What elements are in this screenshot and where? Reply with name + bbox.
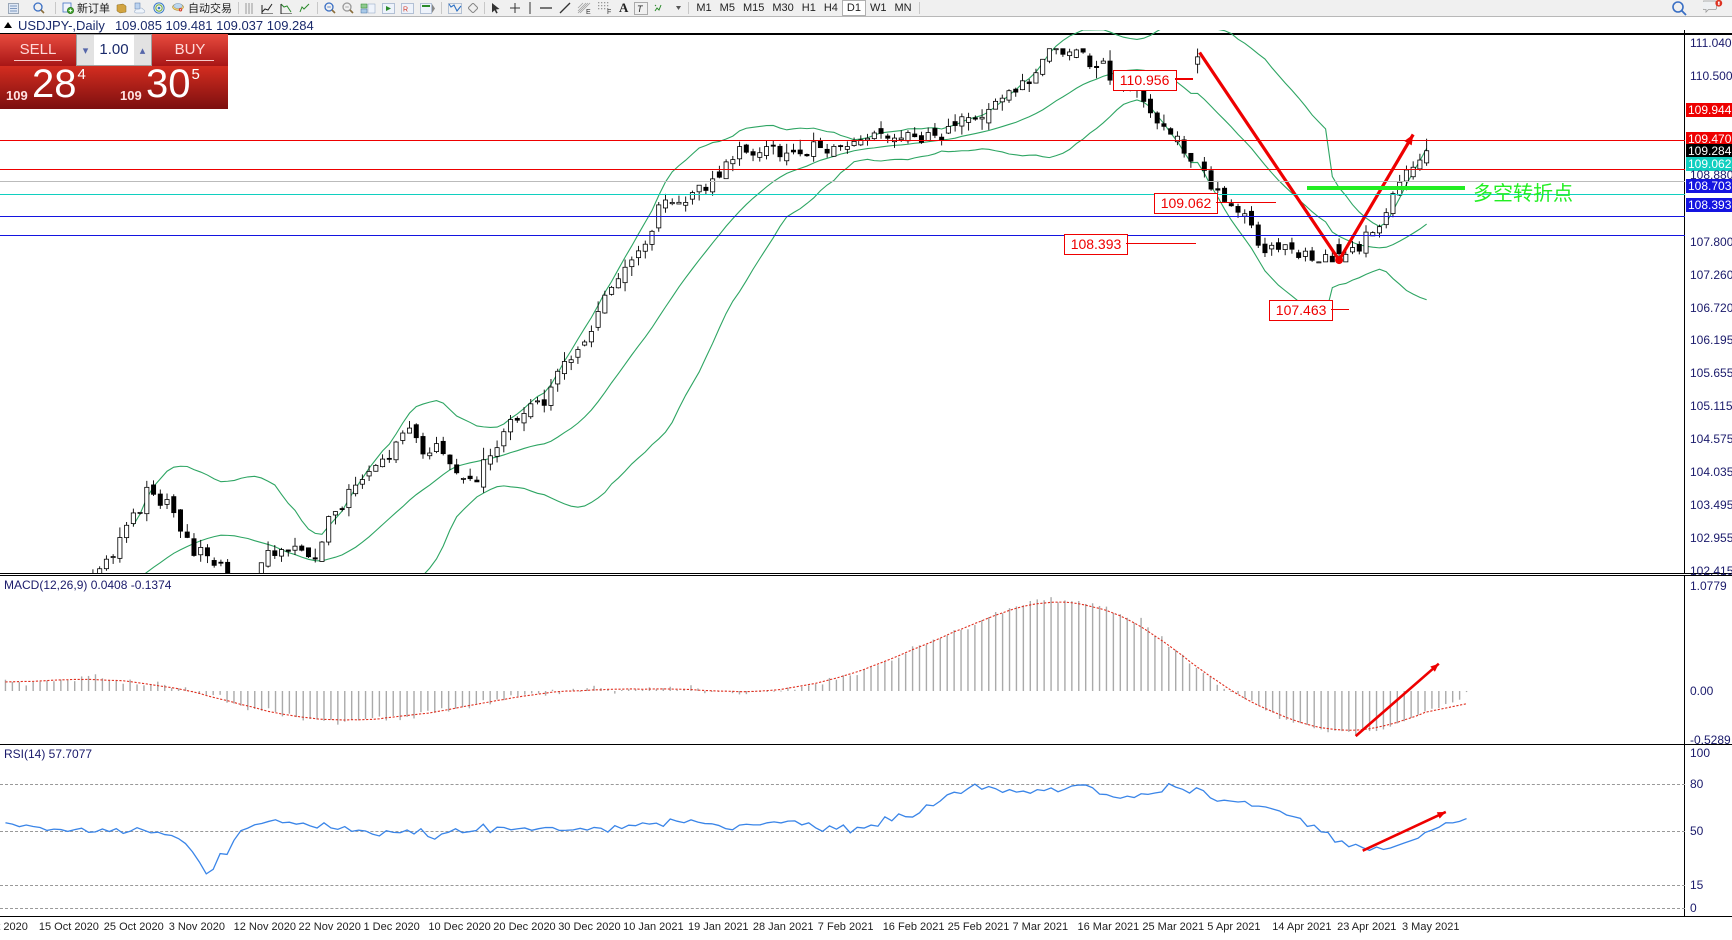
svg-text:E: E (586, 9, 591, 15)
svg-text:R: R (403, 6, 408, 13)
svg-text:T: T (637, 4, 644, 14)
svg-text:F: F (607, 9, 611, 15)
